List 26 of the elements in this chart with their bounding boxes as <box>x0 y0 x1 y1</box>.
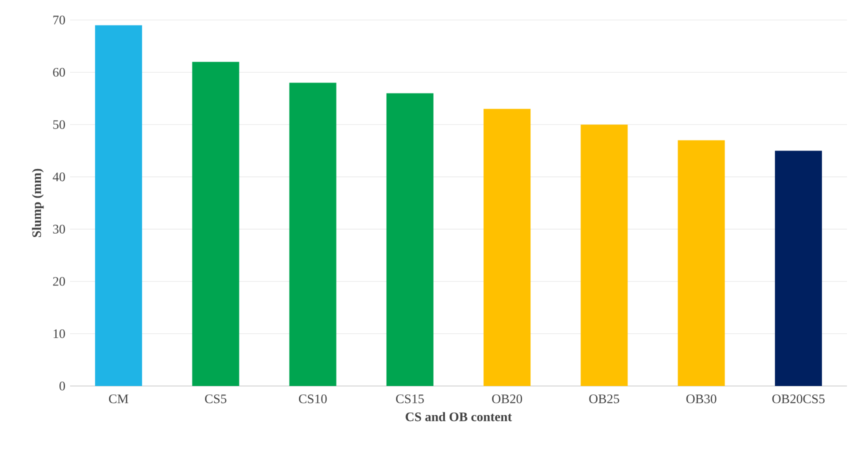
x-tick-label: OB20CS5 <box>772 394 825 404</box>
bar <box>386 93 434 386</box>
y-tick-label: 60 <box>53 68 65 77</box>
y-tick-label: 40 <box>52 172 65 182</box>
x-tick-label: OB20 <box>492 394 522 404</box>
x-tick-label: OB30 <box>686 394 716 404</box>
x-tick-label: OB25 <box>589 394 620 404</box>
bar <box>774 150 822 386</box>
y-tick-label: 70 <box>53 16 65 24</box>
bar <box>289 82 336 386</box>
y-tick-label: 20 <box>53 277 65 286</box>
y-tick-label: 50 <box>53 120 65 129</box>
x-tick-label: CS5 <box>205 394 226 404</box>
y-tick-label: 30 <box>53 224 65 234</box>
bar <box>192 62 240 386</box>
x-tick-label: CM <box>109 394 128 404</box>
x-tick-label: CS15 <box>396 394 424 404</box>
bar <box>580 124 628 386</box>
bar <box>484 108 531 386</box>
x-tick-label: CS10 <box>298 394 327 404</box>
bar <box>95 25 142 386</box>
y-tick-label: 10 <box>54 329 65 338</box>
x-axis-title: CS and OB content <box>406 412 512 422</box>
bar <box>678 140 725 386</box>
y-tick-label: 0 <box>60 382 65 390</box>
y-axis-title: Slump (mm) <box>32 168 44 238</box>
